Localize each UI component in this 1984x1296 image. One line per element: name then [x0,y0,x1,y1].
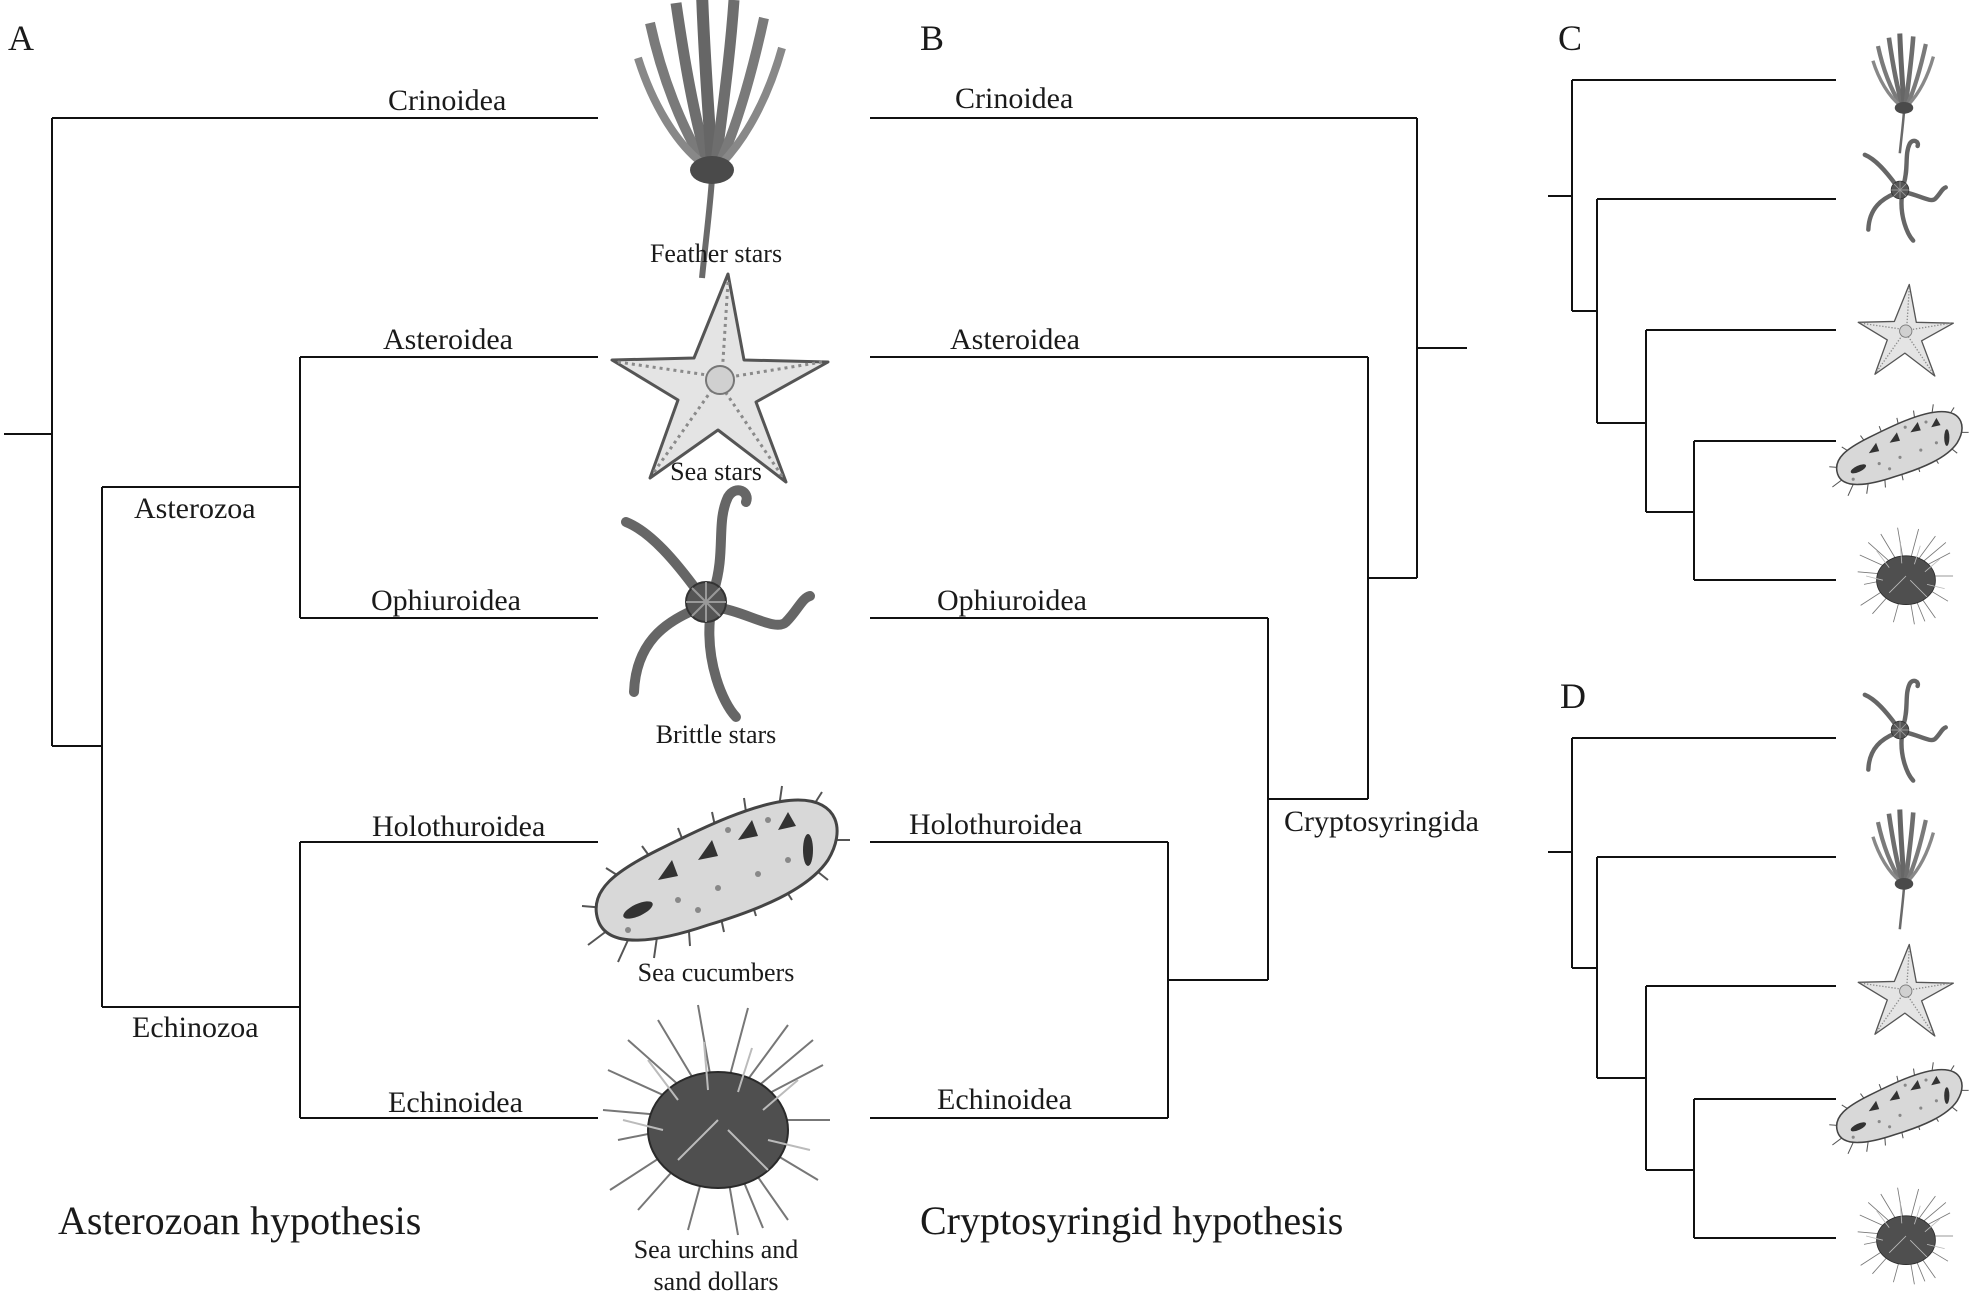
taxon-label-b-ophiuroidea: Ophiuroidea [937,584,1087,617]
common-name-sea-stars: Sea stars [670,457,762,486]
hypothesis-title-asterozoan: Asterozoan hypothesis [58,1198,421,1243]
feather-star-icon [638,0,782,278]
sea-cucumber-icon [580,784,852,964]
common-name-sea-cucumbers: Sea cucumbers [638,958,795,987]
common-name-sea-urchins-line1: Sea urchins and [634,1235,799,1264]
panel-letter-d: D [1560,676,1586,716]
brittle-star-icon [1865,141,1946,241]
common-name-brittle-stars: Brittle stars [656,720,777,749]
sea-urchin-icon [1857,527,1954,625]
feather-star-icon [1873,810,1933,930]
panel-letter-b: B [920,18,944,58]
hypothesis-title-cryptosyringid: Cryptosyringid hypothesis [920,1198,1343,1243]
sea-star-icon [610,272,830,484]
feather-star-icon [1873,33,1933,153]
clade-label-cryptosyringida: Cryptosyringida [1284,805,1479,838]
sea-star-icon [1857,283,1954,377]
taxon-label-b-echinoidea: Echinoidea [937,1083,1072,1116]
taxon-label-b-crinoidea: Crinoidea [955,82,1073,115]
common-name-sea-urchins-line2: sand dollars [654,1267,779,1296]
taxon-label-a-crinoidea: Crinoidea [388,84,506,117]
tree-a [4,117,598,1119]
taxon-label-a-echinoidea: Echinoidea [388,1086,523,1119]
tree-c [1548,79,1836,581]
sea-star-icon [1857,943,1954,1037]
taxon-label-a-holothuroidea: Holothuroidea [372,810,545,843]
taxon-label-a-ophiuroidea: Ophiuroidea [371,584,521,617]
sea-urchin-icon [602,1004,831,1236]
brittle-star-icon [626,490,810,717]
panel-letter-c: C [1558,18,1582,58]
tree-b [870,117,1467,1119]
common-name-feather-stars: Feather stars [650,239,782,268]
clade-label-echinozoa: Echinozoa [132,1011,259,1044]
sea-urchin-icon [1857,1187,1954,1285]
taxon-label-b-asteroidea: Asteroidea [950,323,1080,356]
tree-d [1548,737,1836,1239]
taxon-label-b-holothuroidea: Holothuroidea [909,808,1082,841]
sea-cucumber-icon [1828,403,1970,497]
brittle-star-icon [1865,681,1946,781]
sea-cucumber-icon [1828,1061,1970,1155]
panel-letter-a: A [8,18,34,58]
taxon-label-a-asteroidea: Asteroidea [383,323,513,356]
clade-label-asterozoa: Asterozoa [134,492,256,525]
